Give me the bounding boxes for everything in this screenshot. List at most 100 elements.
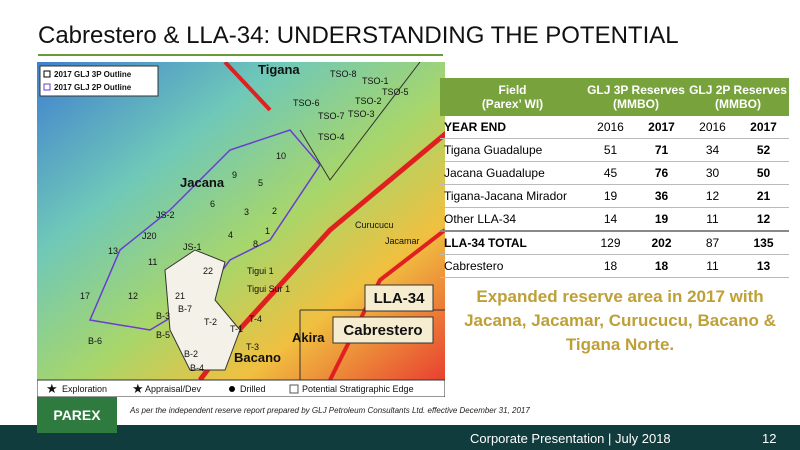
table-cell: 2017	[738, 116, 789, 139]
map: 2017 GLJ 3P Outline 2017 GLJ 2P Outline …	[37, 62, 445, 397]
map-label: Tigui 1	[247, 266, 274, 276]
map-label: TSO-3	[348, 109, 375, 119]
map-label: B-6	[88, 336, 102, 346]
map-label: B-5	[156, 330, 170, 340]
bottom-legend	[37, 379, 445, 397]
boundary	[299, 62, 421, 181]
table-cell: 2016	[585, 116, 636, 139]
map-label: Curucucu	[355, 220, 394, 230]
map-label: J20	[142, 231, 157, 241]
map-label: TSO-7	[318, 111, 345, 121]
legend-swatch	[43, 83, 51, 91]
header-line: Field	[498, 83, 527, 97]
table-cell: Tigana-Jacana Mirador	[440, 184, 585, 208]
table-cell: Other LLA-34	[440, 207, 585, 232]
map-label: 9	[232, 170, 237, 180]
edge-icon	[289, 384, 299, 394]
bottom-legend-item: Appraisal/Dev	[145, 384, 202, 394]
table-cell: Cabrestero	[440, 254, 585, 278]
footer-text: Corporate Presentation | July 2018	[470, 431, 671, 446]
star-icon: ★	[132, 381, 144, 396]
table-cell: 51	[585, 138, 636, 162]
map-label: 22	[203, 266, 213, 276]
table-row: YEAR END 2016 2017 2016 2017	[440, 116, 789, 139]
header-line: GLJ 2P Reserves	[689, 83, 787, 97]
table-cell: 34	[687, 138, 738, 162]
bottom-legend-item: Drilled	[240, 384, 266, 394]
map-label: Tigui Sur 1	[247, 284, 290, 294]
header-line: (Parex’ WI)	[481, 97, 544, 111]
table-cell: 13	[738, 254, 789, 278]
map-label: 2	[272, 206, 277, 216]
map-label: 8	[253, 239, 258, 249]
map-label: B-2	[184, 349, 198, 359]
map-label: Bacano	[234, 350, 281, 365]
table-cell: 2016	[687, 116, 738, 139]
table-cell: 18	[636, 254, 687, 278]
header-line: GLJ 3P Reserves	[587, 83, 685, 97]
footnote: As per the independent reserve report pr…	[130, 406, 530, 415]
table-cell: 71	[636, 138, 687, 162]
table-row: Cabrestero 18 18 11 13	[440, 254, 789, 278]
map-label: B-3	[156, 311, 170, 321]
legend-item: 2017 GLJ 2P Outline	[54, 83, 132, 92]
table-cell: Jacana Guadalupe	[440, 161, 585, 185]
legend-box	[39, 65, 159, 97]
table-cell: 135	[738, 230, 789, 255]
table-cell: 45	[585, 161, 636, 185]
table-row: Tigana-Jacana Mirador 19 36 12 21	[440, 184, 789, 208]
fault	[328, 228, 445, 381]
map-label: 6	[210, 199, 215, 209]
footer-bar	[0, 425, 800, 450]
map-label: 1	[265, 226, 270, 236]
map-label: B-4	[190, 363, 204, 373]
title-rule	[38, 54, 443, 56]
table-row: Jacana Guadalupe 45 76 30 50	[440, 161, 789, 185]
table-row: Other LLA-34 14 19 11 12	[440, 207, 789, 232]
table-cell: 50	[738, 161, 789, 185]
column-header: GLJ 2P Reserves (MMBO)	[687, 78, 789, 116]
table-cell: 87	[687, 230, 738, 255]
page-number: 12	[762, 431, 777, 446]
region-box	[332, 316, 434, 344]
legend-swatch	[43, 70, 51, 78]
table-cell: 76	[636, 161, 687, 185]
table-cell: 202	[636, 230, 687, 255]
column-header: GLJ 3P Reserves (MMBO)	[585, 78, 687, 116]
stratigraphic-edge	[164, 249, 241, 371]
map-label: T-4	[249, 314, 262, 324]
map-label: JS-1	[183, 242, 202, 252]
table-cell: 11	[687, 207, 738, 232]
fault	[223, 62, 272, 112]
table-cell: Tigana Guadalupe	[440, 138, 585, 162]
table-row: LLA-34 TOTAL 129 202 87 135	[440, 230, 789, 255]
map-label: Jacana	[180, 175, 225, 190]
region-label: Cabrestero	[343, 322, 422, 339]
region-label: LLA-34	[374, 290, 425, 307]
table-cell: 2017	[636, 116, 687, 139]
map-label: Tigana	[258, 62, 300, 77]
header-line: (MMBO)	[715, 97, 761, 111]
map-label: B-7	[178, 304, 192, 314]
map-label: TSO-1	[362, 76, 389, 86]
drilled-icon	[229, 386, 235, 392]
region-box	[364, 284, 434, 312]
map-label: TSO-8	[330, 69, 357, 79]
table-cell: 52	[738, 138, 789, 162]
map-label: 21	[175, 291, 185, 301]
map-label: 3	[244, 207, 249, 217]
table-cell: 12	[687, 184, 738, 208]
table-wrap: Field (Parex’ WI) GLJ 3P Reserves (MMBO) GLJ…	[440, 78, 789, 278]
map-label: 10	[276, 151, 286, 161]
table-cell: 129	[585, 230, 636, 255]
table-cell: 30	[687, 161, 738, 185]
callout: Expanded reserve area in 2017 with Jacan…	[464, 287, 776, 354]
map-label: 13	[108, 246, 118, 256]
map-label: TSO-4	[318, 132, 345, 142]
map-label: 5	[258, 178, 263, 188]
map-label: TSO-6	[293, 98, 320, 108]
table-cell: 14	[585, 207, 636, 232]
header-line: (MMBO)	[613, 97, 659, 111]
map-label: 4	[228, 230, 233, 240]
column-header: Field (Parex’ WI)	[440, 78, 585, 116]
